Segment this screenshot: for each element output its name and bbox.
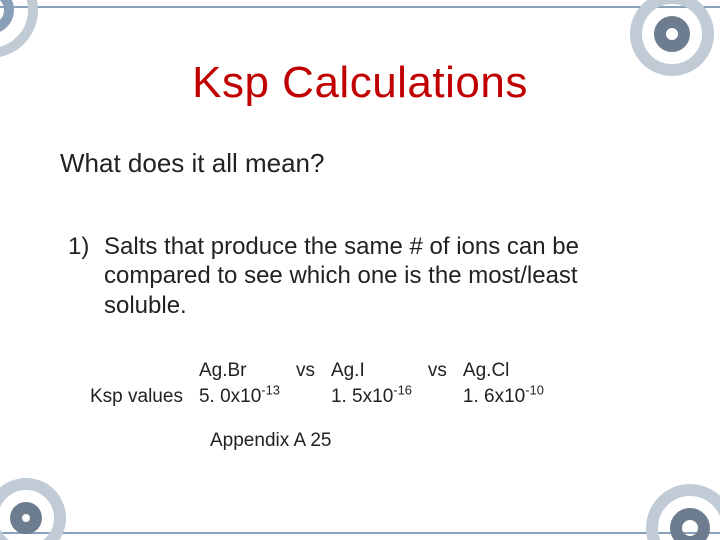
slide: Ksp Calculations What does it all mean? … [0,0,720,540]
comparison-block: Ag.Br vs Ag.I vs Ag.Cl Ksp values 5. 0x1… [82,358,552,409]
vs-label-1: vs [420,358,455,384]
ksp-value-1: 1. 5x10-16 [323,384,420,410]
ksp-value-0: 5. 0x10-13 [191,384,288,410]
accent-line-bottom [0,532,720,534]
accent-line-top [0,6,720,8]
salt-name-2: Ag.Cl [455,358,552,384]
vs-label-0: vs [288,358,323,384]
slide-title: Ksp Calculations [0,58,720,108]
salt-name-0: Ag.Br [191,358,288,384]
corner-decor-bottom-right [580,440,720,540]
appendix-ref: Appendix A 25 [210,430,332,452]
ksp-label: Ksp values [82,384,191,410]
point-number: 1) [68,232,104,261]
point-text: Salts that produce the same # of ions ca… [104,232,656,320]
salt-name-1: Ag.I [323,358,420,384]
corner-decor-bottom-left [0,440,140,540]
body-point: 1)Salts that produce the same # of ions … [68,232,660,320]
ksp-value-2: 1. 6x10-10 [455,384,552,410]
slide-subtitle: What does it all mean? [60,148,324,179]
